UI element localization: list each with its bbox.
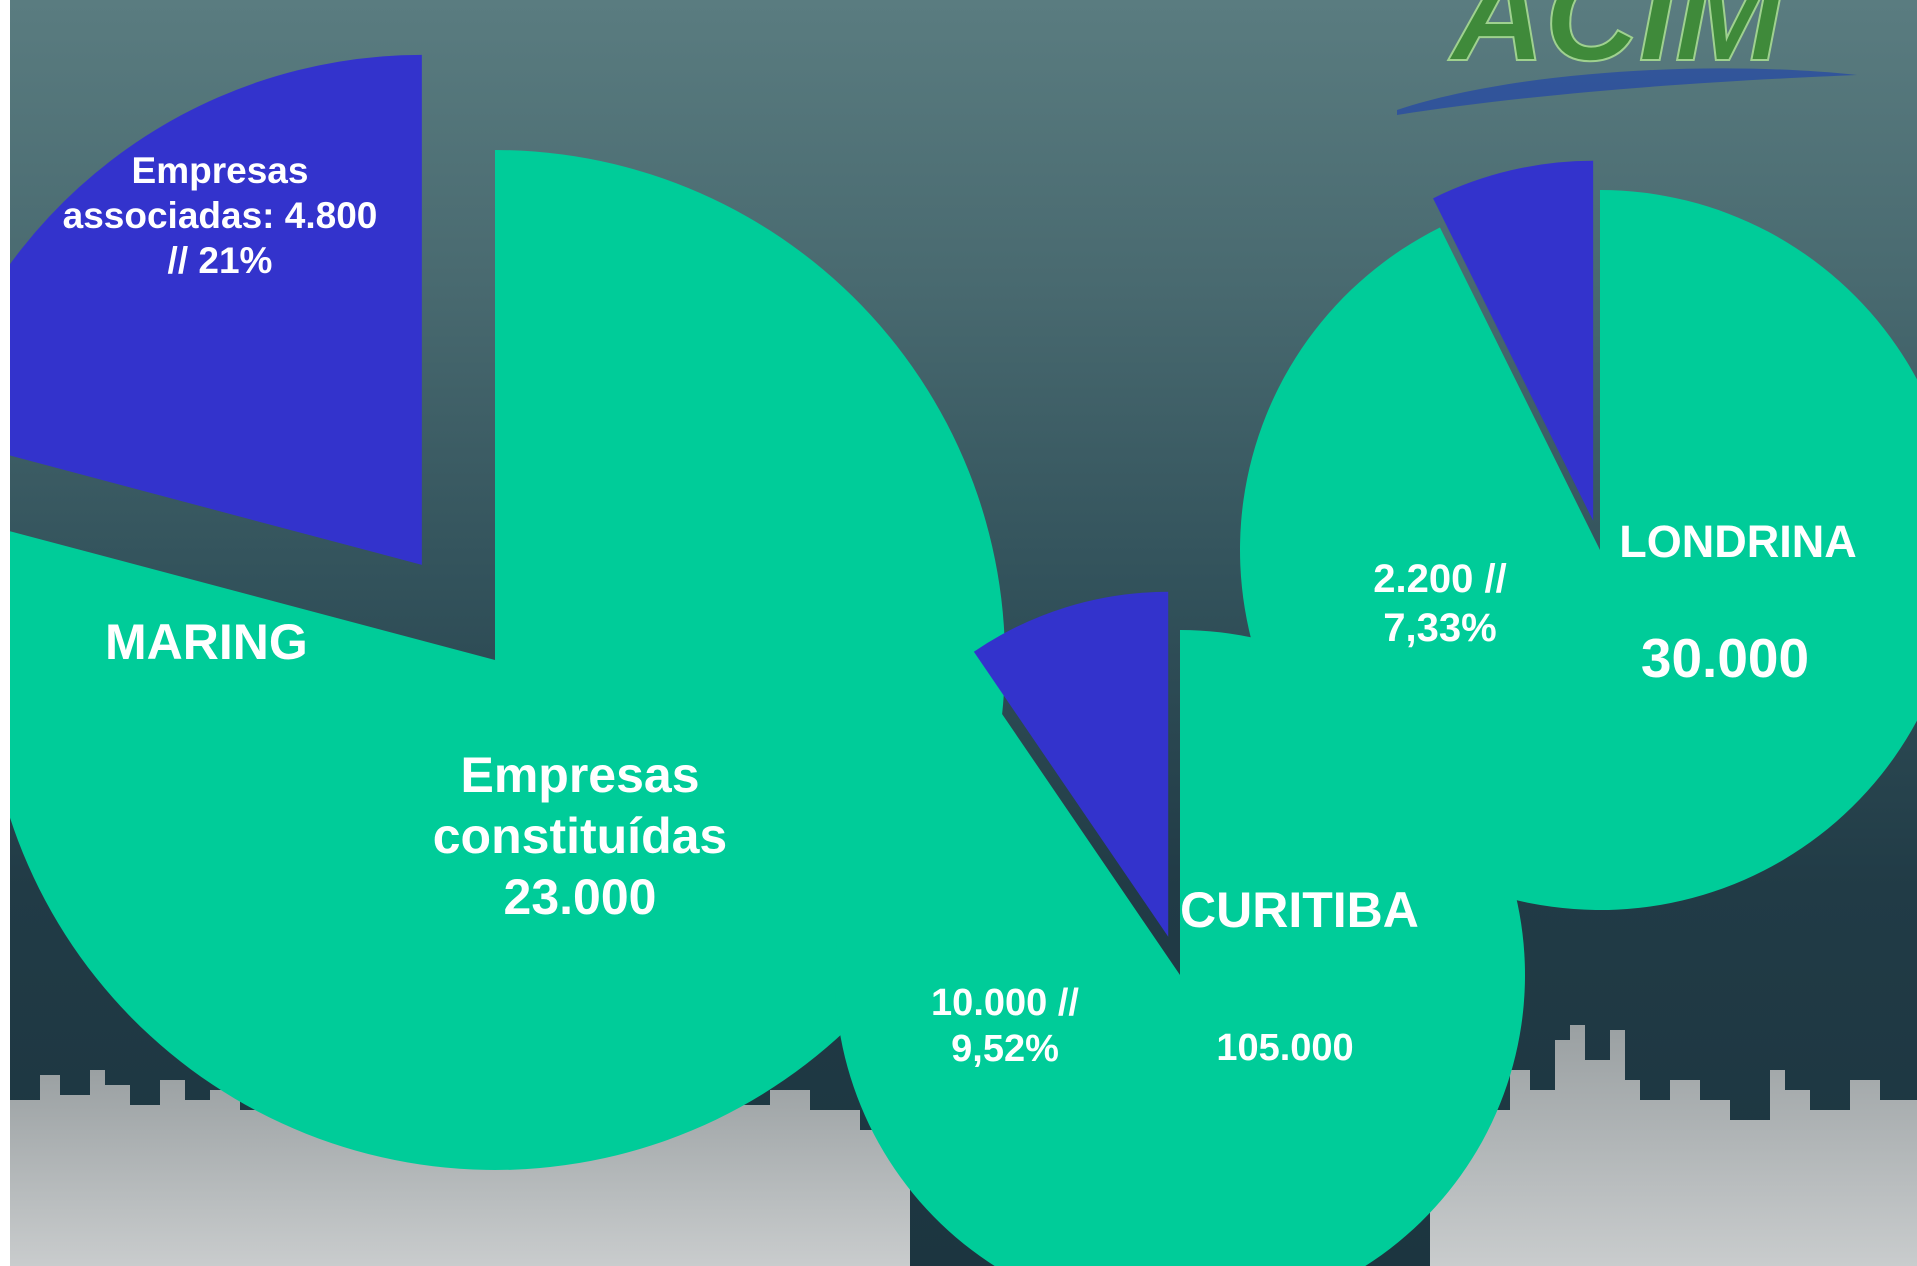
curitiba-total-label: 105.000 [1216, 1027, 1354, 1069]
londrina-title: LONDRINA [1619, 516, 1857, 567]
maringa-title: MARING [105, 614, 308, 670]
londrina-total-label: 30.000 [1640, 627, 1810, 689]
slide-background: ACIM MARING Empresas constituídas 23.000… [10, 0, 1917, 1266]
curitiba-slice-associadas [973, 591, 1169, 937]
maringa-associadas-label: Empresas associadas: 4.800 // 21% [62, 150, 378, 282]
londrina-associadas-label: 2.200 // 7,33% [1373, 557, 1507, 650]
acim-logo-text: ACIM [1448, 0, 1786, 88]
londrina-slice-constituidas [1240, 190, 1917, 910]
maringa-slice-constituidas [10, 150, 1005, 1170]
pie-charts [10, 54, 1917, 1266]
maringa-slice-associadas [10, 54, 422, 565]
curitiba-associadas-label: 10.000 // 9,52% [931, 982, 1079, 1071]
acim-logo: ACIM [1397, 0, 1857, 115]
londrina-slice-associadas [1433, 160, 1594, 521]
curitiba-title: CURITIBA [1180, 882, 1419, 938]
maringa-total-label: Empresas constituídas 23.000 [432, 747, 728, 925]
